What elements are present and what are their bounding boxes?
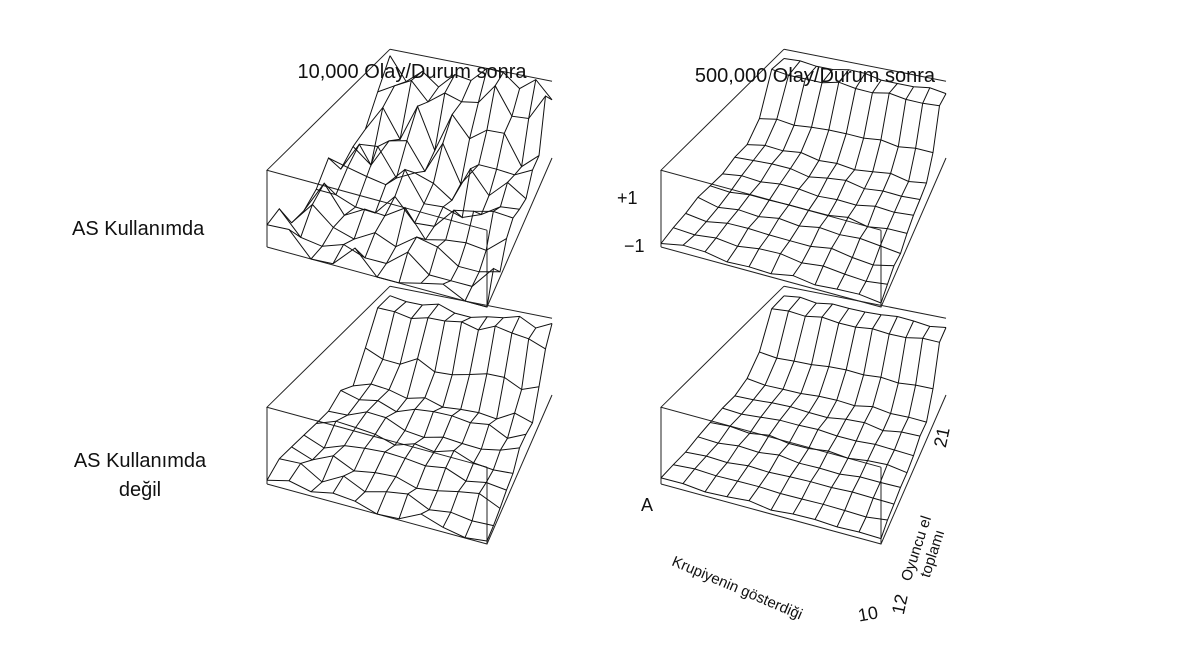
- surface-panel: [660, 285, 947, 545]
- surface-panel: [266, 285, 553, 545]
- surface-grid-line: [682, 60, 801, 246]
- z-axis-max-label: +1: [617, 188, 638, 208]
- surface-grid-line: [748, 308, 850, 501]
- surface-grid-line: [398, 316, 488, 519]
- box-edge: [660, 285, 882, 468]
- surface-grid-line: [814, 316, 898, 520]
- surface-panel: [660, 48, 947, 308]
- surface-grid-line: [660, 58, 785, 244]
- row-label-usable-ace: AS Kullanımda: [72, 215, 204, 244]
- surface-grid-line: [836, 86, 915, 290]
- surface-grid-line: [770, 311, 866, 511]
- row-label-no-usable-ace: AS Kullanımda değil: [55, 447, 225, 505]
- surface-grid-line: [376, 316, 472, 515]
- surface-grid-line: [310, 304, 423, 493]
- surface-grid-line: [389, 295, 553, 329]
- surface-grid-line: [377, 307, 546, 350]
- surface-grid-line: [792, 79, 882, 276]
- box-edge: [389, 48, 553, 82]
- surface-grid-line: [836, 320, 915, 528]
- surface-grid-line: [748, 69, 850, 268]
- surface-grid-line: [442, 316, 521, 528]
- surface-grid-line: [726, 303, 833, 497]
- surface-grid-line: [682, 296, 801, 484]
- surface-grid-line: [792, 314, 882, 515]
- player-axis-start-label: 12: [888, 592, 912, 617]
- surface-grid-line: [771, 308, 940, 343]
- surface-grid-line: [704, 65, 817, 253]
- row-label-no-usable-ace-line1: AS Kullanımda: [73, 450, 207, 472]
- surface-grid-line: [288, 301, 407, 482]
- surface-grid-line: [288, 81, 407, 239]
- surface-grid-line: [332, 303, 439, 494]
- surface-grid-line: [340, 389, 527, 439]
- surface-grid-line: [398, 68, 488, 283]
- surface-grid-line: [486, 323, 553, 542]
- surface-grid-line: [354, 312, 456, 502]
- surface-grid-line: [783, 295, 947, 328]
- surface-grid-line: [660, 295, 785, 479]
- surface-grid-line: [332, 86, 440, 264]
- surface-grid-line: [734, 395, 921, 437]
- row-label-usable-ace-line: AS Kullanımda: [72, 218, 205, 240]
- z-axis-min-label: −1: [624, 236, 645, 256]
- surface-grid-line: [352, 140, 533, 185]
- dealer-axis-end-label: 10: [856, 602, 880, 626]
- surface-grid-line: [770, 73, 866, 274]
- surface-grid-line: [880, 327, 947, 539]
- surface-grid-line: [660, 477, 882, 540]
- surface-grid-line: [858, 87, 931, 295]
- box-edge: [660, 394, 947, 545]
- surface-grid-line: [266, 295, 391, 481]
- surface-grid-line: [353, 383, 533, 424]
- player-axis-end-label: 21: [930, 425, 954, 450]
- row-label-no-usable-ace-line2: değil: [118, 479, 162, 501]
- box-edge: [266, 394, 553, 545]
- surface-grid-line: [420, 317, 504, 515]
- dealer-axis-start-label: A: [641, 495, 654, 515]
- surface-grid-line: [310, 71, 423, 260]
- surface-grid-line: [354, 74, 456, 259]
- surface-grid-line: [673, 227, 888, 285]
- surface-panel: [266, 48, 553, 308]
- box-edge: [783, 285, 947, 319]
- box-edge: [389, 285, 553, 319]
- column-title-10000: 10,000 Olay/Durum sonra: [297, 61, 527, 83]
- surface-grid-line: [278, 208, 494, 287]
- surface-grid-line: [376, 80, 472, 278]
- surface-grid-line: [704, 302, 817, 493]
- column-title-500000: 500,000 Olay/Durum sonra: [694, 65, 936, 87]
- surface-grid-line: [266, 55, 391, 226]
- surface-grid-line: [858, 326, 931, 533]
- box-edge: [783, 48, 947, 82]
- surface-grid-line: [814, 83, 898, 286]
- surface-grid-line: [464, 79, 537, 302]
- surface-grid-line: [420, 72, 504, 284]
- surface-grid-line: [726, 69, 833, 263]
- surface-grid-line: [464, 327, 537, 538]
- surface-grid-line: [266, 479, 488, 542]
- surface-grid-line: [880, 93, 947, 304]
- surface-grid-line: [442, 88, 521, 285]
- surface-grid-line: [759, 118, 934, 154]
- surface-grid-line: [486, 95, 553, 308]
